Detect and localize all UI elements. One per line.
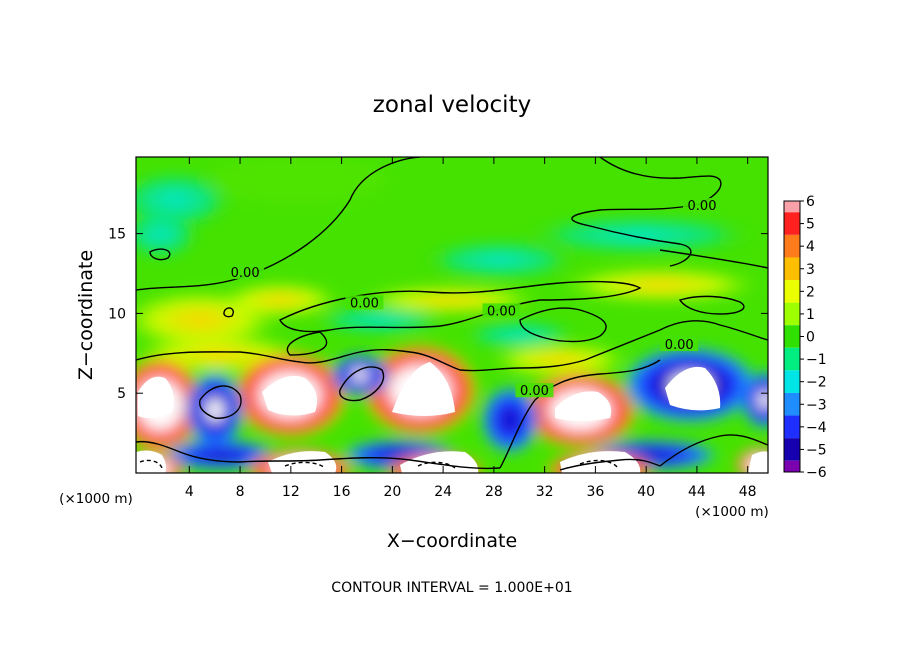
x-tick-label: 44 xyxy=(688,484,706,500)
colorbar-swatch xyxy=(784,257,800,281)
colorbar-tick-label: −1 xyxy=(806,352,827,368)
colorbar-tick-label: −5 xyxy=(806,442,827,458)
x-tick-label: 48 xyxy=(739,484,757,500)
colorbar-swatch xyxy=(784,302,800,326)
chart-title: zonal velocity xyxy=(373,92,531,118)
colorbar-tick-label: 0 xyxy=(806,330,815,346)
contour-label-bg xyxy=(345,295,384,310)
colorbar-tick-label: 3 xyxy=(806,262,815,278)
zero-contours xyxy=(136,157,768,471)
contour-label: 0.00 xyxy=(665,338,694,353)
y-tick-label: 5 xyxy=(117,386,126,402)
x-axis-label: X−coordinate xyxy=(387,530,517,552)
contour-labels: 0.00 0.00 0.00 0.00 0.00 0.00 xyxy=(226,198,722,399)
plot-area: 0.00 0.00 0.00 0.00 0.00 0.00 xyxy=(136,157,768,473)
colorbar-swatch xyxy=(784,370,800,393)
x-tick-label: 16 xyxy=(333,484,351,500)
plot-frame xyxy=(135,156,769,474)
colorbar-swatch xyxy=(784,460,800,472)
x-tick-label: 24 xyxy=(434,484,452,500)
contour-label-bg xyxy=(683,198,722,213)
colorbar-tick-label: −2 xyxy=(806,375,827,391)
colorbar-tick-label: 6 xyxy=(806,194,815,210)
contour-label: 0.00 xyxy=(688,199,717,214)
colorbar-swatch xyxy=(784,325,800,348)
y-axis-ticks: 5 10 15 xyxy=(108,227,768,402)
contour-label: 0.00 xyxy=(231,266,260,281)
x-tick-label: 12 xyxy=(282,484,300,500)
contour-label-bg xyxy=(515,383,554,398)
colorbar-swatch xyxy=(784,280,800,303)
contour-label: 0.00 xyxy=(350,296,379,311)
x-tick-label: 4 xyxy=(185,484,194,500)
contour-interval-note: CONTOUR INTERVAL = 1.000E+01 xyxy=(331,580,572,596)
x-axis-ticks: 4 8 12 16 20 24 28 32 36 40 44 48 xyxy=(185,157,757,500)
colorbar-tick-label: −6 xyxy=(806,465,827,481)
colorbar-tick-label: 4 xyxy=(806,239,815,255)
x-tick-label: 32 xyxy=(536,484,554,500)
contour-label: 0.00 xyxy=(487,304,516,319)
contour-label-bg xyxy=(482,303,521,318)
colorbar-swatch xyxy=(784,347,800,371)
contour-label-bg xyxy=(660,336,699,351)
contour-label-bg xyxy=(226,265,265,280)
contour-label: 0.00 xyxy=(520,384,549,399)
x-unit-label: (×1000 m) xyxy=(695,504,769,520)
x-tick-label: 28 xyxy=(485,484,503,500)
colorbar: 6 5 4 3 2 1 0 −1 −2 −3 −4 −5 −6 xyxy=(783,194,827,481)
x-tick-label: 36 xyxy=(586,484,604,500)
colorbar-swatch xyxy=(784,438,800,461)
colorbar-tick-label: −3 xyxy=(806,397,827,413)
colorbar-swatch xyxy=(784,212,800,235)
colorbar-swatch xyxy=(784,415,800,439)
colorbar-swatch xyxy=(784,234,800,258)
x-tick-label: 40 xyxy=(637,484,655,500)
y-axis-label: Z−coordinate xyxy=(75,250,97,380)
colorbar-tick-label: 1 xyxy=(806,307,815,323)
y-tick-label: 15 xyxy=(108,227,126,243)
colorbar-swatch xyxy=(784,392,800,416)
y-tick-label: 10 xyxy=(108,306,126,322)
y-unit-label: (×1000 m) xyxy=(59,491,133,507)
colorbar-tick-label: 2 xyxy=(806,284,815,300)
colorbar-tick-label: −4 xyxy=(806,420,827,436)
colorbar-swatch xyxy=(784,201,800,213)
x-tick-label: 20 xyxy=(383,484,401,500)
colorbar-tick-label: 5 xyxy=(806,217,815,233)
x-tick-label: 8 xyxy=(236,484,245,500)
